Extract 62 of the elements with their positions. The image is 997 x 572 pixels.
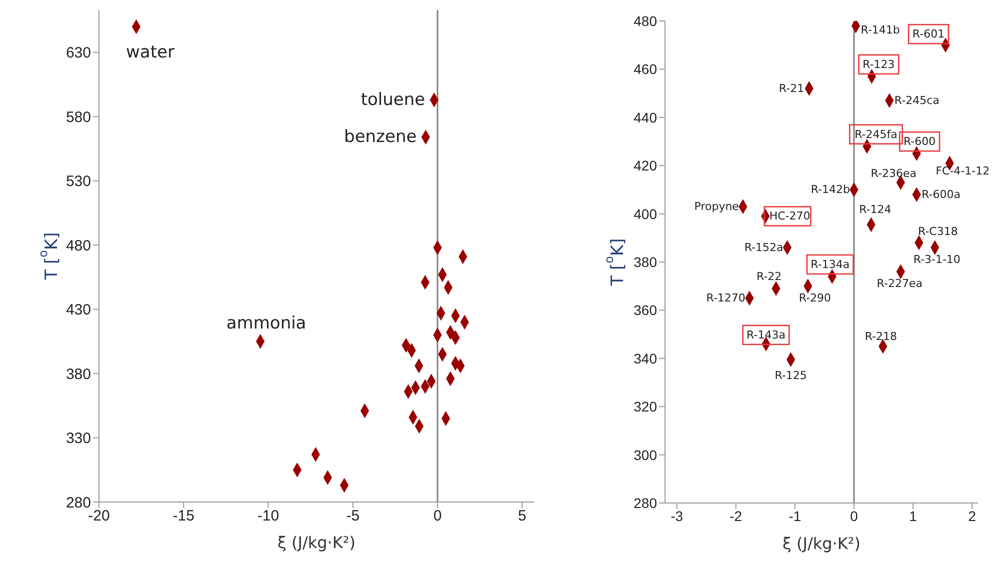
y-tick-label: 330 [66,430,91,448]
y-tick-label: 530 [66,173,91,190]
y-tick-label: 420 [634,158,658,174]
y-tick-label: 380 [634,254,658,270]
annotation: toluene [360,90,426,110]
x-tick-label: 5 [518,508,526,525]
annotation: ammonia [226,313,306,334]
x-tick-label: -10 [257,508,280,525]
annotation: R-143a [746,328,786,342]
x-tick-label: 2 [968,508,976,524]
x-tick-label: 0 [850,508,858,524]
y-tick-label: 630 [66,44,91,62]
annotation: R-125 [774,369,807,382]
annotation: R-245ca [894,94,940,108]
annotation: R-600 [903,135,936,148]
x-tick-label: -15 [172,508,194,525]
annotation: R-227ea [876,277,922,290]
annotation: R-123 [862,58,895,71]
x-axis-title: ξ (J/kg·K²) [782,534,861,553]
y-tick-label: 380 [66,366,91,383]
y-tick-label: 360 [634,302,658,318]
y-tick-label: 300 [634,446,658,463]
x-tick-label: -1 [788,508,802,524]
y-tick-label: 280 [634,494,658,511]
annotation: R-245fa [854,128,898,141]
annotation: R-601 [912,28,945,41]
x-tick-label: -5 [346,508,360,525]
annotation: R-124 [859,203,892,216]
x-tick-label: -3 [670,508,684,524]
y-tick-label: 280 [66,494,91,512]
annotation: R-134a [810,258,850,271]
annotation: R-236ea [870,166,916,180]
annotation: R-600a [922,188,960,202]
x-tick-label: 1 [909,508,918,524]
x-tick-label: -20 [88,508,110,525]
y-tick-label: 440 [634,109,658,126]
x-tick-label: -2 [730,508,742,524]
annotation: R-1270 [706,292,746,305]
y-tick-label: 480 [634,12,658,29]
y-tick-label: 320 [634,398,658,415]
y-tick-label: 460 [634,61,658,78]
annotation: R-3-1-10 [913,253,960,266]
annotation: R-21 [778,82,804,95]
annotation: R-22 [756,270,782,284]
annotation: R-290 [798,292,832,305]
annotation: FC-4-1-12 [936,164,990,178]
annotation: Propyne [694,200,740,214]
y-tick-label: 580 [66,108,91,126]
annotation: R-142b [810,183,850,196]
annotation: R-C318 [918,225,958,238]
y-tick-label: 480 [66,237,91,254]
annotation: R-218 [864,330,898,343]
annotation: water [126,42,174,63]
y-tick-label: 430 [66,302,91,319]
x-axis-title: ξ (J/kg·K²) [277,533,356,552]
annotation: R-152a [744,241,784,254]
y-tick-label: 340 [634,350,658,366]
annotation: benzene [344,127,417,148]
x-tick-label: 0 [433,508,442,525]
y-tick-label: 400 [634,206,658,222]
annotation: R-141b [860,23,900,36]
annotation: HC-270 [769,210,810,223]
